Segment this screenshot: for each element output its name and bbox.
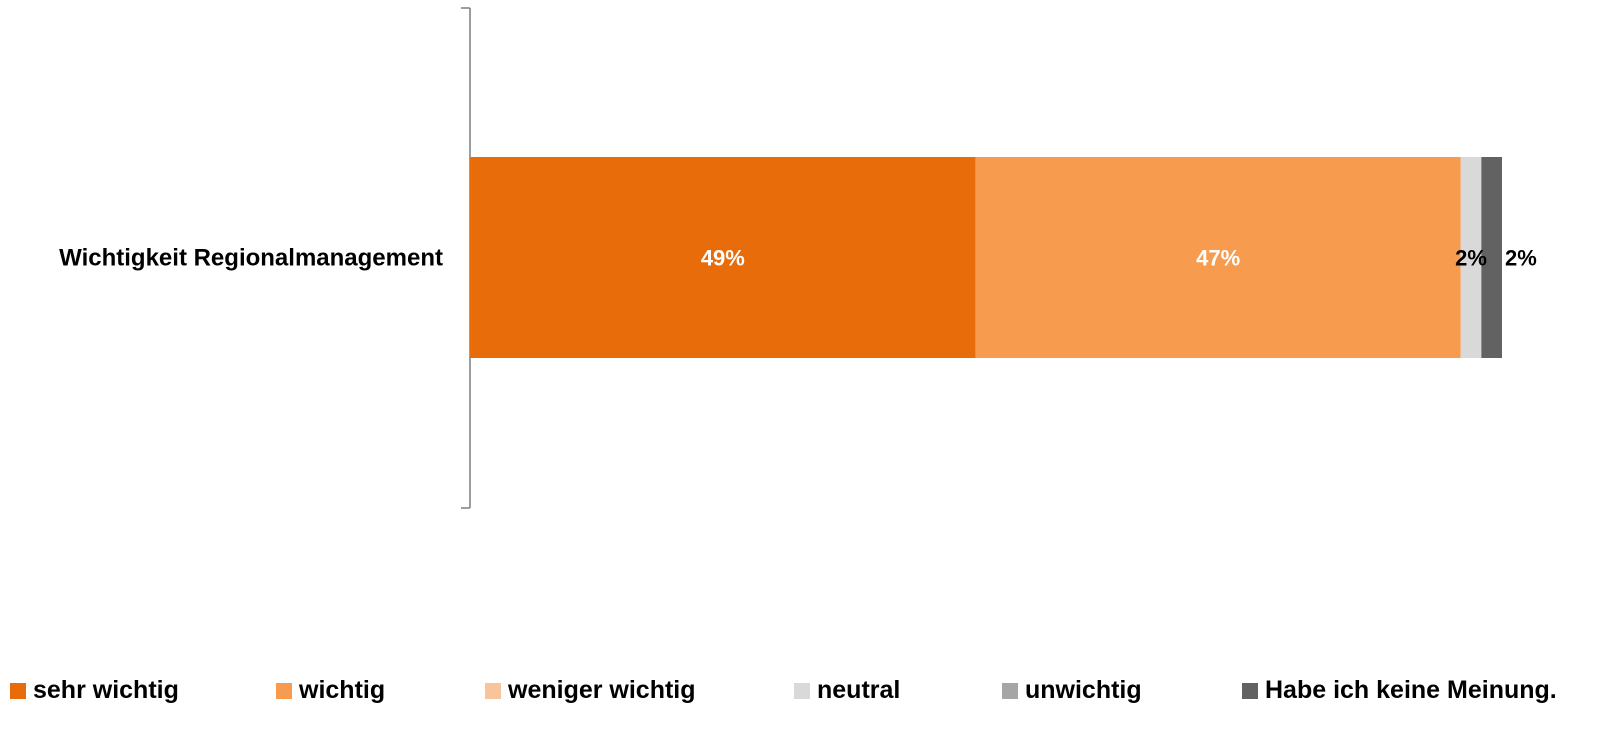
chart: Wichtigkeit Regionalmanagement 49% 47% 2% 2…: [59, 7, 1537, 509]
legend: sehr wichtig wichtig weniger wichtig neutra…: [0, 676, 1623, 716]
bar-segment-habe-ich-keine-meinung: [1481, 157, 1502, 358]
bar-stack: [470, 157, 1502, 358]
legend-swatch-weniger-wichtig: [485, 682, 501, 699]
bar-segment-wichtig: [975, 157, 1461, 358]
data-label-habe-ich-keine-meinung: 2%: [1505, 246, 1537, 271]
legend-swatch-habe-ich-keine-meinung: [1242, 682, 1258, 699]
legend-label-sehr-wichtig: sehr wichtig: [33, 676, 179, 704]
legend-label-weniger-wichtig: weniger wichtig: [508, 676, 696, 704]
legend-label-unwichtig: unwichtig: [1025, 676, 1142, 704]
legend-item-unwichtig: unwichtig: [1002, 676, 1142, 705]
data-label-sehr-wichtig: 49%: [701, 246, 745, 271]
legend-swatch-unwichtig: [1002, 682, 1018, 699]
category-label: Wichtigkeit Regionalmanagement: [59, 245, 443, 272]
legend-label-neutral: neutral: [817, 676, 901, 704]
category-axis: Wichtigkeit Regionalmanagement: [59, 7, 471, 509]
legend-label-wichtig: wichtig: [299, 676, 386, 704]
bar-segment-sehr-wichtig: [470, 157, 976, 358]
data-label-neutral: 2%: [1455, 246, 1487, 271]
legend-item-neutral: neutral: [794, 676, 900, 705]
legend-swatch-sehr-wichtig: [10, 682, 26, 699]
legend-item-habe-ich-keine-meinung: Habe ich keine Meinung.: [1242, 676, 1557, 705]
legend-item-wichtig: wichtig: [276, 676, 385, 705]
legend-item-sehr-wichtig: sehr wichtig: [10, 676, 179, 705]
legend-swatch-neutral: [794, 682, 810, 699]
legend-swatch-wichtig: [276, 682, 292, 699]
bar-segment-neutral: [1460, 157, 1482, 358]
data-label-wichtig: 47%: [1196, 246, 1240, 271]
legend-item-weniger-wichtig: weniger wichtig: [485, 676, 696, 705]
data-labels: 49% 47% 2% 2%: [701, 246, 1537, 271]
legend-label-habe-ich-keine-meinung: Habe ich keine Meinung.: [1265, 676, 1557, 704]
